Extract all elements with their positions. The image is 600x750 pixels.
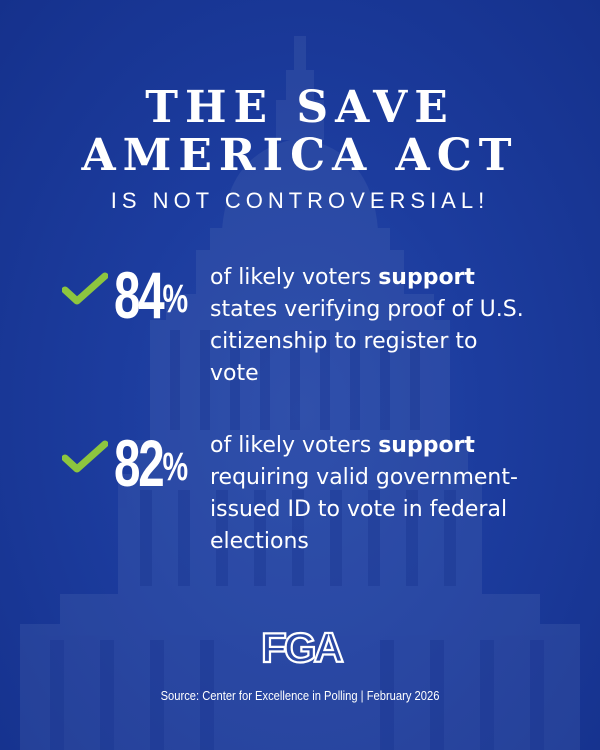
stat-percentage: 84% — [114, 258, 189, 332]
stat-text-pre: of likely voters — [210, 433, 379, 458]
subtitle: IS NOT CONTROVERSIAL! — [110, 188, 490, 213]
fga-logo: FGA — [260, 623, 348, 670]
check-icon — [62, 272, 108, 305]
stat-text-post: states verifying proof of U.S. citizensh… — [210, 297, 524, 386]
title-line-1: THE SAVE — [145, 82, 455, 133]
svg-text:FGA: FGA — [261, 624, 343, 670]
stat-description: of likely voters support states verifyin… — [210, 262, 530, 390]
percent-symbol: % — [162, 277, 189, 321]
source-citation: Source: Center for Excellence in Polling… — [160, 688, 440, 703]
stat-text-bold: support — [378, 433, 475, 458]
stat-item: 82% of likely voters support requiring v… — [62, 426, 582, 560]
stat-item: 84% of likely voters support states veri… — [62, 258, 582, 392]
stat-number: 82 — [114, 426, 165, 500]
check-icon — [62, 440, 108, 473]
title-line-2: AMERICA ACT — [81, 130, 519, 181]
stat-text-post: requiring valid government-issued ID to … — [210, 465, 518, 554]
percent-symbol: % — [162, 445, 189, 489]
stat-text-bold: support — [378, 265, 475, 290]
stat-percentage: 82% — [114, 426, 189, 500]
stat-text-pre: of likely voters — [210, 265, 379, 290]
stat-description: of likely voters support requiring valid… — [210, 430, 530, 558]
stat-number: 84 — [114, 258, 165, 332]
